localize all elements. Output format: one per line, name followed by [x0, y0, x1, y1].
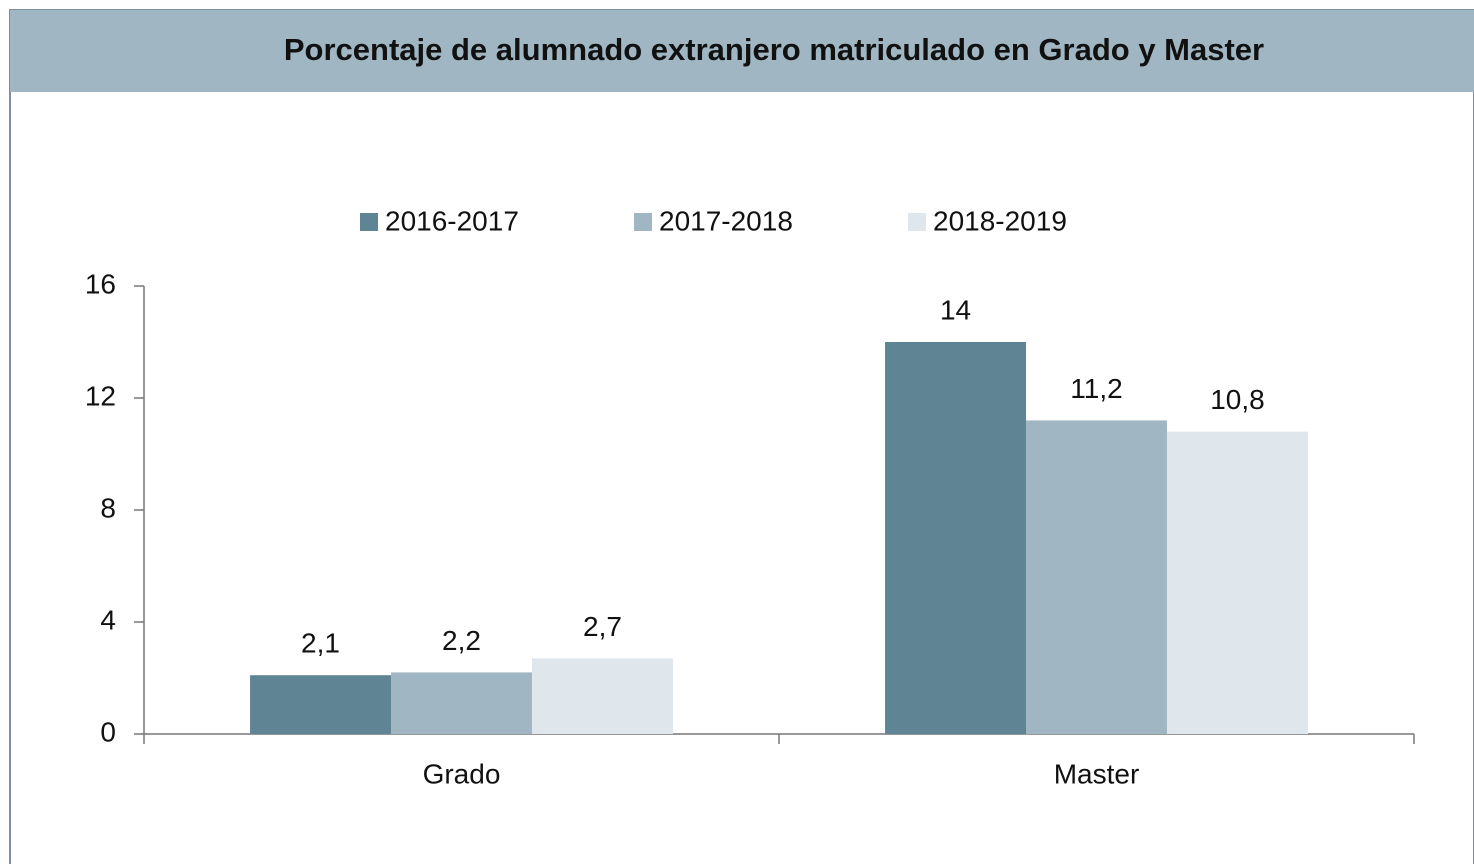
- bar: [391, 672, 532, 734]
- bar: [885, 342, 1027, 734]
- legend-label: 2016-2017: [385, 205, 519, 236]
- legend-swatch: [360, 213, 378, 231]
- bar: [531, 658, 673, 734]
- value-label: 14: [940, 294, 971, 325]
- bar: [1166, 431, 1308, 734]
- value-label: 11,2: [1070, 373, 1122, 404]
- value-label: 2,7: [583, 611, 622, 642]
- legend-label: 2017-2018: [659, 205, 793, 236]
- legend-label: 2018-2019: [933, 205, 1067, 236]
- chart-title: Porcentaje de alumnado extranjero matric…: [284, 32, 1264, 67]
- y-tick-label: 0: [100, 716, 116, 747]
- value-label: 10,8: [1210, 384, 1265, 415]
- y-tick-label: 4: [100, 604, 116, 635]
- legend-swatch: [634, 213, 652, 231]
- legend-swatch: [908, 213, 926, 231]
- x-tick-label: Grado: [423, 758, 501, 789]
- y-tick-label: 16: [85, 268, 116, 299]
- y-tick-label: 12: [85, 380, 116, 411]
- bar: [1026, 420, 1167, 734]
- title-band: [10, 10, 1474, 92]
- y-tick-label: 8: [100, 492, 116, 523]
- x-tick-label: Master: [1054, 758, 1140, 789]
- bar: [250, 675, 392, 734]
- value-label: 2,2: [442, 625, 481, 656]
- value-label: 2,1: [301, 628, 340, 659]
